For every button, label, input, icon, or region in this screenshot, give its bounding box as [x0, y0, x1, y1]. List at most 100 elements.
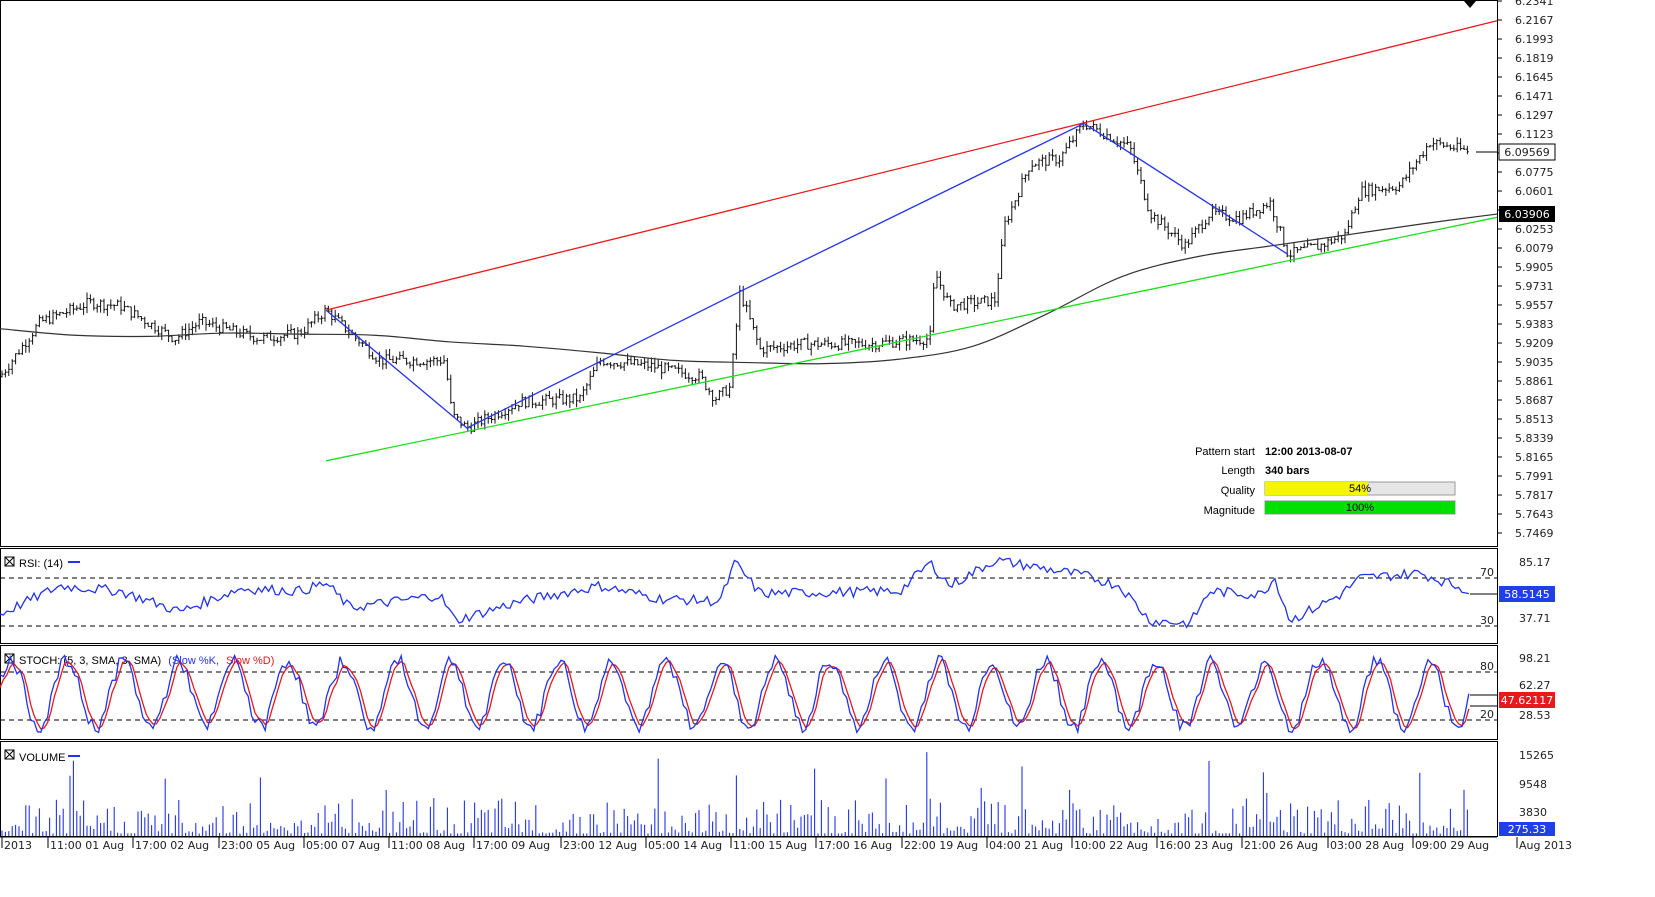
price-bar: [241, 325, 245, 339]
pattern-start-value: 12:00 2013-08-07: [1265, 446, 1352, 458]
price-bar: [1435, 139, 1439, 151]
rsi-panel: RSI: (14) 70 30 85.17 37.71 58.5145: [0, 556, 1555, 629]
time-tick-label: 11:00 01 Aug: [50, 839, 124, 852]
price-tick-label: 5.7643: [1515, 508, 1554, 521]
price-bar: [139, 316, 143, 321]
price-bar: [996, 273, 1000, 307]
moving-average-line: [0, 213, 1498, 365]
time-tick-label: 17:00 16 Aug: [818, 839, 892, 852]
price-bar: [1268, 197, 1272, 211]
price-bar: [983, 295, 987, 304]
price-bar: [1326, 237, 1330, 251]
price-bar: [836, 345, 840, 351]
price-bar: [581, 386, 585, 402]
price-bar: [1370, 182, 1374, 197]
price-bar: [156, 325, 160, 337]
price-bar: [1200, 219, 1204, 234]
price-bar: [1037, 158, 1041, 171]
price-bar: [347, 324, 351, 339]
price-bar: [0, 370, 4, 378]
price-bar: [340, 315, 344, 323]
time-tick-label: 16:00 23 Aug: [1159, 839, 1233, 852]
price-bar: [275, 337, 279, 344]
price-bar: [1180, 234, 1184, 251]
scroll-arrow-icon[interactable]: [1464, 1, 1476, 8]
price-bar: [639, 359, 643, 366]
price-bar: [551, 396, 555, 408]
price-bar: [1299, 246, 1303, 251]
price-bar: [1248, 207, 1252, 220]
price-bar: [734, 323, 738, 360]
price-bar: [826, 336, 830, 348]
price-bar: [537, 401, 541, 406]
price-bar: [840, 336, 844, 351]
stoch-panel-frame: [0, 645, 1498, 740]
price-bar: [439, 356, 443, 366]
price-bar: [751, 318, 755, 330]
price-bar: [1204, 219, 1208, 230]
price-bar: [1119, 140, 1123, 151]
price-bar: [296, 327, 300, 345]
price-tick-label: 6.1123: [1515, 128, 1554, 141]
price-bar: [1448, 144, 1452, 151]
price-bar: [945, 292, 949, 299]
price-tick-label: 5.8687: [1515, 394, 1554, 407]
price-bar: [122, 300, 126, 312]
price-tick-label: 6.0079: [1515, 242, 1554, 255]
price-bar: [435, 356, 439, 366]
price-bar: [612, 362, 616, 370]
price-bar: [65, 308, 69, 318]
time-tick-label: 11:00 08 Aug: [391, 839, 465, 852]
rsi-panel-frame: [0, 548, 1498, 644]
price-bar: [1353, 206, 1357, 214]
price-bar: [309, 321, 313, 328]
pattern-zigzag-line: [325, 122, 1289, 429]
price-bar: [1452, 144, 1456, 152]
price-tick-label: 6.1993: [1515, 33, 1554, 46]
price-bar: [969, 294, 973, 305]
price-bar: [1397, 181, 1401, 192]
price-bar: [1044, 154, 1048, 172]
price-bar: [54, 310, 58, 320]
price-bar: [262, 332, 266, 344]
price-bar: [1003, 216, 1007, 247]
time-tick-label: 21:00 26 Aug: [1244, 839, 1318, 852]
time-tick-label: 22:00 19 Aug: [904, 839, 978, 852]
price-bar: [1187, 239, 1191, 248]
price-bar: [1159, 214, 1163, 225]
price-bar: [228, 325, 232, 331]
price-bar: [469, 422, 473, 435]
moving-average: [0, 213, 1498, 365]
time-tick-label: 17:00 09 Aug: [476, 839, 550, 852]
price-bar: [653, 357, 657, 373]
price-bar: [136, 310, 140, 319]
price-bar: [1193, 226, 1197, 238]
price-bar: [1020, 173, 1024, 198]
price-bar: [105, 304, 109, 316]
price-tick-label: 5.8165: [1515, 451, 1554, 464]
volume-bars: [1, 752, 1468, 836]
price-tick-label: 5.9905: [1515, 261, 1554, 274]
price-tick-label: 5.7469: [1515, 527, 1554, 540]
price-bar: [1445, 142, 1449, 148]
price-bar: [71, 302, 75, 315]
price-bar: [44, 314, 48, 323]
price-bar: [1421, 151, 1425, 158]
rsi-current-value: 58.5145: [1504, 588, 1550, 601]
time-tick-label: 05:00 07 Aug: [306, 839, 380, 852]
price-bar: [1380, 186, 1384, 193]
price-bar: [989, 292, 993, 311]
price-bar: [1139, 167, 1143, 184]
volume-panel: VOLUME 15265 9548 3830 275.33: [1, 749, 1555, 836]
price-bar: [554, 393, 558, 410]
price-bar: [456, 413, 460, 420]
price-bar: [714, 396, 718, 405]
price-tick-label: 6.0601: [1515, 185, 1554, 198]
price-bar: [1132, 142, 1136, 164]
price-bar: [802, 337, 806, 341]
price-bar: [847, 335, 851, 351]
price-bar: [901, 334, 905, 340]
price-bar: [819, 342, 823, 347]
price-bar: [68, 303, 72, 316]
